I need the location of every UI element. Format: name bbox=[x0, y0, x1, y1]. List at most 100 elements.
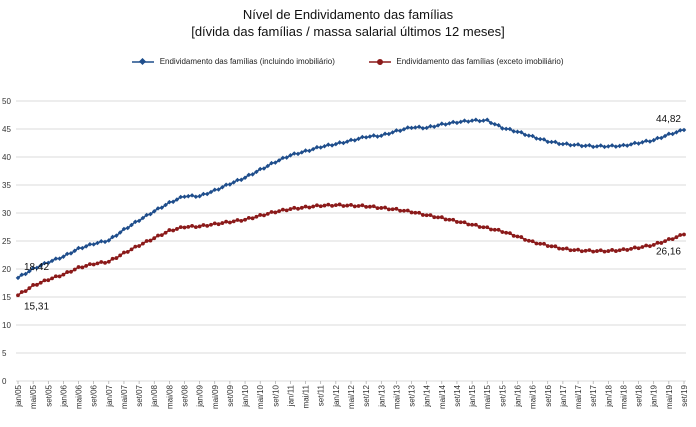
data-point bbox=[450, 119, 456, 125]
data-point bbox=[537, 136, 543, 142]
data-point bbox=[526, 238, 531, 243]
data-point bbox=[564, 141, 569, 146]
data-point bbox=[246, 216, 251, 220]
data-point bbox=[299, 205, 304, 210]
data-label-last: 44,82 bbox=[656, 114, 681, 125]
legend-item-including-mortgage: Endividamento das famílias (incluindo im… bbox=[132, 57, 335, 66]
data-point bbox=[432, 215, 437, 220]
data-point bbox=[640, 245, 645, 249]
data-point bbox=[193, 225, 198, 230]
data-point bbox=[651, 243, 656, 247]
data-point bbox=[257, 166, 263, 172]
data-point bbox=[280, 155, 286, 161]
data-point bbox=[360, 134, 365, 140]
data-point bbox=[629, 246, 633, 251]
data-point bbox=[125, 250, 130, 254]
data-point bbox=[114, 256, 119, 260]
data-point bbox=[352, 138, 358, 143]
data-point bbox=[606, 249, 611, 253]
data-point bbox=[409, 210, 414, 215]
data-point bbox=[99, 260, 104, 264]
data-point bbox=[443, 122, 448, 127]
x-tick-label: set/08 bbox=[181, 384, 190, 406]
x-tick-label: mai/06 bbox=[75, 384, 84, 409]
data-point bbox=[352, 204, 357, 209]
data-point bbox=[560, 141, 566, 147]
data-point bbox=[557, 246, 562, 251]
data-point bbox=[72, 267, 77, 272]
data-point bbox=[447, 121, 452, 126]
data-point bbox=[326, 142, 331, 147]
data-point bbox=[98, 239, 104, 244]
x-tick-label: jan/12 bbox=[332, 384, 341, 407]
chart-subtitle: [dívida das famílias / massa salarial úl… bbox=[191, 24, 505, 39]
data-label-last: 26,16 bbox=[656, 247, 681, 258]
data-point bbox=[394, 128, 399, 133]
data-point bbox=[549, 139, 554, 145]
data-point bbox=[307, 205, 312, 210]
data-point bbox=[322, 203, 327, 208]
chart-title-block: Nível de Endividamento das famílias [dív… bbox=[0, 6, 696, 40]
data-point bbox=[663, 239, 667, 244]
data-point bbox=[678, 233, 683, 237]
legend-item-excluding-mortgage: Endividamento das famílias (exceto imobi… bbox=[369, 57, 564, 66]
x-tick-label: jan/06 bbox=[59, 384, 68, 407]
data-point bbox=[110, 256, 115, 261]
x-tick-label: mai/11 bbox=[302, 384, 311, 408]
data-point bbox=[83, 244, 89, 249]
data-point bbox=[371, 133, 376, 138]
data-point bbox=[349, 202, 353, 207]
data-point bbox=[466, 222, 471, 227]
data-point bbox=[576, 247, 580, 252]
data-point bbox=[42, 278, 47, 283]
data-point bbox=[519, 235, 524, 239]
x-tick-label: jan/07 bbox=[105, 384, 114, 407]
data-point bbox=[451, 217, 456, 222]
data-point bbox=[46, 278, 51, 283]
data-point bbox=[175, 227, 179, 231]
data-point bbox=[231, 219, 236, 224]
chart-legend: Endividamento das famílias (incluindo im… bbox=[0, 57, 696, 66]
data-point bbox=[129, 247, 134, 252]
data-point bbox=[262, 213, 266, 218]
data-point bbox=[363, 135, 369, 140]
data-point bbox=[379, 206, 384, 210]
y-tick-label: 45 bbox=[2, 125, 11, 134]
data-point bbox=[273, 210, 278, 215]
x-tick-label: mai/16 bbox=[529, 384, 538, 409]
data-point bbox=[367, 134, 373, 139]
data-point bbox=[617, 143, 622, 149]
data-point bbox=[201, 223, 206, 227]
data-point bbox=[68, 251, 74, 256]
data-point bbox=[190, 223, 194, 228]
data-point bbox=[511, 233, 516, 238]
data-point bbox=[492, 121, 498, 127]
x-tick-label: mai/13 bbox=[392, 384, 401, 409]
data-point bbox=[258, 213, 263, 217]
data-point bbox=[296, 206, 300, 211]
data-point bbox=[95, 261, 100, 266]
y-tick-label: 40 bbox=[2, 153, 11, 162]
data-point bbox=[503, 126, 509, 132]
data-point bbox=[163, 230, 168, 235]
data-point bbox=[534, 241, 539, 246]
data-point bbox=[621, 142, 626, 148]
data-point bbox=[23, 289, 28, 293]
y-tick-label: 50 bbox=[2, 97, 11, 106]
data-point bbox=[469, 118, 475, 123]
data-point bbox=[613, 144, 619, 149]
data-point bbox=[436, 215, 440, 220]
data-point bbox=[87, 262, 92, 266]
data-point bbox=[148, 238, 153, 243]
data-point bbox=[284, 208, 289, 213]
data-point bbox=[171, 228, 176, 233]
data-point bbox=[280, 207, 285, 212]
x-tick-label: mai/17 bbox=[574, 384, 583, 409]
x-tick-label: mai/07 bbox=[120, 384, 129, 409]
data-point bbox=[526, 133, 532, 138]
x-tick-label: mai/18 bbox=[619, 384, 628, 409]
data-point bbox=[462, 220, 467, 225]
data-point bbox=[659, 241, 664, 245]
data-point bbox=[303, 204, 308, 209]
data-point bbox=[500, 230, 505, 234]
